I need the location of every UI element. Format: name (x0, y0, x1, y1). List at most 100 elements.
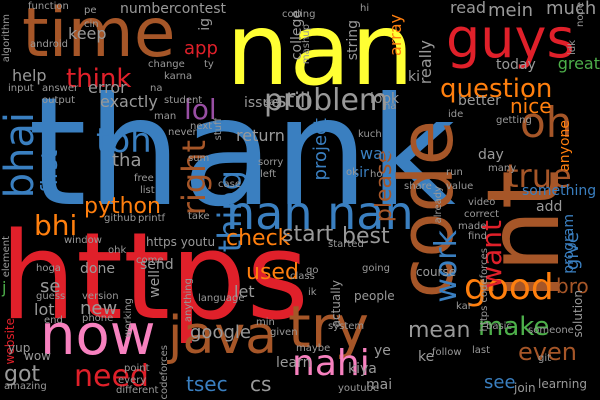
cloud-word: take (188, 211, 210, 222)
cloud-word: number (120, 1, 175, 17)
cloud-word: sorry (258, 157, 284, 168)
cloud-word: check (226, 226, 291, 251)
cloud-word: tha (112, 150, 142, 171)
cloud-word: case (218, 179, 241, 190)
cloud-word: different (116, 385, 159, 396)
cloud-word: value (446, 181, 474, 192)
cloud-word: people (354, 289, 395, 303)
cloud-word: function (28, 1, 69, 12)
cloud-word: phone (82, 313, 114, 324)
cloud-word: array (386, 14, 405, 56)
cloud-word: let (234, 282, 255, 301)
cloud-word: lot (34, 300, 55, 319)
cloud-word: given (270, 327, 298, 338)
cloud-word: good (464, 267, 554, 308)
cloud-word: git (538, 353, 552, 364)
cloud-word: j (2, 278, 7, 297)
cloud-word: much (546, 0, 597, 19)
cloud-word: go (306, 265, 319, 276)
cloud-word: pe (84, 5, 97, 16)
cloud-word: list (140, 185, 155, 196)
cloud-word: got (4, 362, 41, 387)
cloud-word: hi (360, 3, 370, 14)
cloud-word: think (66, 64, 132, 94)
cloud-word: today (496, 57, 536, 73)
cloud-word: karna (164, 71, 193, 82)
cloud-word: nice (510, 94, 552, 118)
cloud-word: better (458, 93, 501, 109)
cloud-word: mein (488, 0, 534, 21)
cloud-word: never (168, 127, 197, 138)
cloud-word: min (256, 317, 275, 328)
cloud-word: nahi (292, 343, 370, 384)
cloud-word: best (342, 224, 390, 249)
cloud-word: tsec (186, 372, 228, 396)
cloud-word: codeforces (159, 345, 170, 400)
cloud-word: working (123, 298, 134, 338)
cloud-word: left (260, 169, 277, 180)
cloud-word: share (404, 181, 432, 192)
cloud-word: done (80, 261, 115, 277)
cloud-word: input (8, 83, 34, 94)
cloud-word: bro (556, 274, 589, 298)
cloud-word: android (30, 39, 68, 50)
cloud-word: well (147, 270, 163, 298)
cloud-word: great (557, 54, 600, 73)
cloud-word: really (416, 40, 435, 85)
cloud-word: time (22, 0, 176, 73)
cloud-word: make (478, 312, 550, 342)
cloud-word: ok (346, 167, 358, 178)
cloud-word: find (468, 231, 487, 242)
cloud-word: basic (486, 321, 512, 332)
cloud-word: ig (197, 18, 213, 31)
cloud-word: first (38, 150, 63, 193)
cloud-word: learn (276, 355, 312, 371)
cloud-word: video (468, 197, 496, 208)
cloud-word: student (164, 95, 203, 106)
cloud-word: nope (575, 2, 586, 27)
cloud-word: answer (42, 83, 79, 94)
cloud-word: see (484, 372, 516, 393)
cloud-word: amazing (4, 381, 47, 392)
cloud-word: keep (68, 24, 107, 43)
cloud-word: someone (528, 325, 574, 336)
cloud-word: send (140, 257, 174, 273)
cloud-word: toh (96, 121, 152, 161)
cloud-word: element (1, 236, 12, 278)
cloud-word: https codeforces (479, 248, 490, 332)
cloud-word: return (236, 126, 285, 145)
cloud-word: correct (464, 209, 500, 220)
cloud-word: idk (567, 40, 578, 55)
cloud-word: new (80, 298, 118, 319)
cloud-word: follow (432, 347, 462, 358)
cloud-word: github (104, 213, 137, 224)
cloud-word: cin (84, 19, 99, 30)
cloud-word: youtube (338, 383, 380, 394)
cloud-word: ho (370, 169, 383, 180)
cloud-word: oh (520, 98, 573, 147)
cloud-word: mai (366, 377, 393, 393)
cloud-word: come (136, 255, 164, 266)
cloud-word: version (82, 291, 119, 302)
cloud-word: already (433, 186, 444, 224)
cloud-word: window (64, 235, 102, 246)
cloud-word: run (446, 167, 463, 178)
cloud-word: maybe (296, 343, 331, 354)
cloud-word: true (506, 157, 572, 195)
cloud-word: program (561, 214, 577, 274)
cloud-word: app (184, 38, 218, 59)
cloud-word: output (42, 95, 75, 106)
cloud-word: https youtu (146, 235, 216, 249)
cloud-word: ide (448, 109, 464, 120)
cloud-word: kar (456, 301, 472, 312)
cloud-word: say (264, 97, 282, 108)
cloud-word: cs (250, 372, 272, 396)
cloud-word: anything (183, 278, 194, 323)
cloud-word: kiya (348, 361, 377, 377)
cloud-word: project (310, 118, 331, 181)
cloud-word: sir (352, 165, 369, 181)
cloud-word: na (150, 83, 163, 94)
cloud-word: right (175, 140, 213, 216)
cloud-word: ty (204, 59, 214, 70)
